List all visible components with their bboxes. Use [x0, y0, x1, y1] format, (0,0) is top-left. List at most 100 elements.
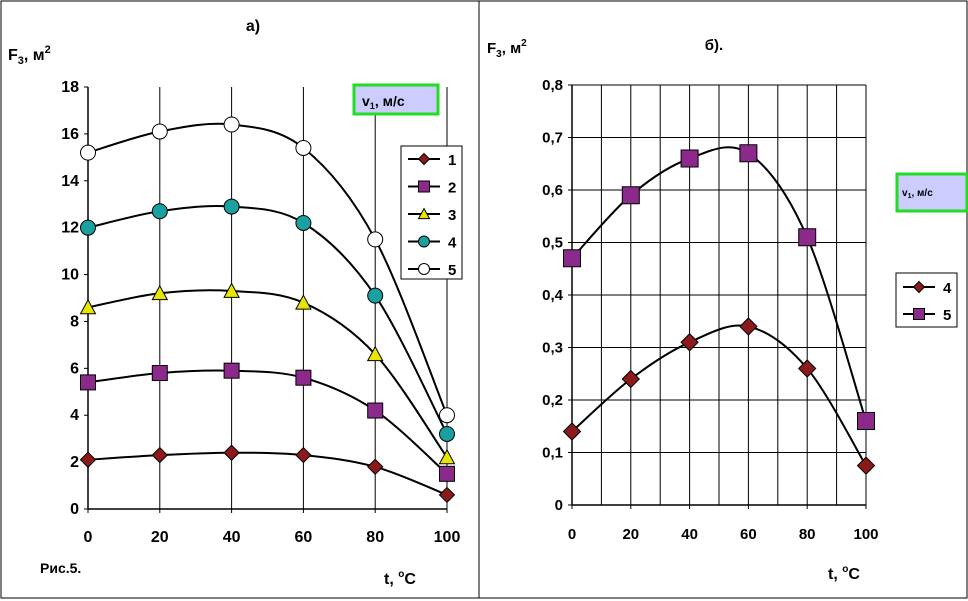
a-legend-marker-3	[417, 207, 431, 220]
b-series-5-point	[798, 228, 817, 247]
chart-a-y-tick-labels: 0 2 4 6 8 10 12 14 16 18	[61, 79, 79, 518]
chart-a-axes	[84, 86, 448, 513]
b-series-5-point	[621, 186, 640, 205]
chart-a-panel-label: а)	[246, 18, 260, 35]
b-x-tick-label: 20	[622, 526, 639, 543]
b-y-tick-label: 0,6	[542, 182, 563, 199]
a-series-2-line	[87, 369, 448, 475]
a-legend-label-3: 3	[448, 207, 456, 224]
b-x-tick-label: 60	[740, 526, 757, 543]
chart-b-legend-title-box	[895, 172, 968, 213]
a-x-tick-label: 0	[84, 529, 93, 546]
a-series-3-point	[438, 448, 456, 465]
a-y-tick-label: 18	[61, 79, 79, 96]
a-series-3-line	[87, 289, 448, 458]
chart-a-y-axis-label: F3, м2	[8, 44, 51, 67]
chart-a-x-tick-labels: 0 20 40 60 80 100	[84, 529, 461, 546]
a-y-tick-label: 16	[61, 126, 79, 143]
b-series-4-point	[680, 333, 699, 352]
b-series-5-point	[563, 249, 581, 268]
b-y-tick-label: 0	[555, 497, 563, 514]
a-series-1-line	[87, 451, 448, 496]
b-series-4-point	[562, 422, 582, 441]
chart-b-legend-entries: 45	[903, 280, 952, 324]
a-legend-label-5: 5	[448, 262, 456, 279]
a-series-4-point	[151, 203, 168, 220]
a-y-tick-label: 4	[70, 407, 79, 424]
a-series-5-point	[367, 231, 384, 248]
chart-b-legend-title: v1, м/с	[902, 188, 933, 200]
chart-b-panel-label: б).	[705, 37, 723, 54]
a-series-3-point	[79, 298, 97, 315]
a-x-tick-label: 40	[223, 529, 241, 546]
a-y-tick-label: 8	[70, 313, 79, 330]
a-series-1-point	[79, 451, 97, 468]
chart-b-legend	[895, 272, 958, 328]
a-series-5-point	[439, 407, 455, 424]
a-series-3-point	[295, 294, 312, 310]
a-series-1-point	[438, 486, 456, 504]
a-series-1-point	[223, 444, 240, 461]
a-series-3-point	[366, 345, 384, 362]
chart-b-y-tick-labels: 0 0,1 0,2 0,3 0,4 0,5 0,6 0,7 0,8	[542, 77, 564, 514]
a-y-tick-label: 0	[70, 501, 79, 518]
chart-b-y-axis-label: F3, м2	[487, 38, 527, 60]
chart-a-legend-entries: 1 2 3 4 5	[408, 152, 457, 279]
a-series-5-point	[223, 116, 240, 133]
chart-a-legend-title-box	[352, 83, 440, 116]
a-legend-marker-2	[418, 180, 430, 193]
b-y-tick-label: 0,2	[542, 392, 563, 409]
a-series-1-point	[295, 446, 312, 464]
a-series-2-point	[223, 362, 240, 379]
a-x-tick-label: 60	[295, 529, 313, 546]
b-x-tick-label: 100	[853, 526, 878, 543]
b-y-tick-label: 0,1	[542, 445, 563, 462]
a-series-3-point	[223, 282, 240, 298]
chart-b-series	[562, 144, 876, 475]
b-series-4-point	[856, 456, 876, 475]
a-y-tick-label: 12	[61, 220, 79, 237]
a-y-tick-label: 2	[70, 454, 79, 471]
b-y-tick-label: 0,3	[542, 340, 563, 357]
a-y-tick-label: 14	[61, 173, 79, 190]
a-series-1-point	[366, 458, 384, 476]
a-series-5-point	[80, 144, 96, 161]
b-y-tick-label: 0,5	[542, 235, 563, 252]
a-legend-marker-5	[418, 263, 430, 275]
a-series-2-point	[295, 369, 312, 386]
a-series-4-point	[367, 287, 384, 304]
a-x-tick-label: 100	[434, 529, 461, 546]
a-x-tick-label: 20	[151, 529, 169, 546]
b-y-tick-label: 0,7	[542, 130, 563, 147]
b-series-5-point	[680, 149, 699, 168]
a-series-2-point	[367, 402, 384, 419]
a-series-4-line	[87, 204, 448, 435]
b-series-4-point	[739, 317, 758, 336]
chart-b: 0 0,1 0,2 0,3 0,4 0,5 0,6 0,7 0,8 0 20 40 60 80 100 б…	[487, 37, 968, 583]
a-series-4-point	[295, 214, 312, 231]
a-series-2-point	[439, 465, 455, 482]
chart-a-x-axis-label: t, oC	[384, 569, 416, 588]
a-y-tick-label: 6	[70, 360, 79, 377]
chart-a-series	[79, 116, 456, 504]
b-series-4-point	[621, 369, 641, 389]
a-series-3-point	[151, 284, 169, 301]
a-series-2-point	[151, 365, 168, 382]
a-series-4-point	[439, 425, 455, 442]
a-legend-label-4: 4	[448, 235, 457, 252]
b-x-tick-label: 0	[568, 526, 576, 543]
b-y-tick-label: 0,4	[542, 287, 564, 304]
b-legend-marker-5	[913, 308, 925, 320]
b-legend-label-4: 4	[943, 280, 952, 297]
a-series-4-point	[80, 219, 96, 236]
a-series-4-point	[223, 198, 240, 215]
b-y-tick-label: 0,8	[542, 77, 563, 94]
a-x-tick-label: 80	[366, 529, 384, 546]
a-legend-label-2: 2	[448, 180, 456, 197]
figure-caption: Рис.5.	[40, 560, 81, 576]
panel-b-frame	[478, 0, 968, 599]
chart-b-gridlines	[572, 84, 867, 505]
b-series-5-point	[739, 144, 758, 163]
